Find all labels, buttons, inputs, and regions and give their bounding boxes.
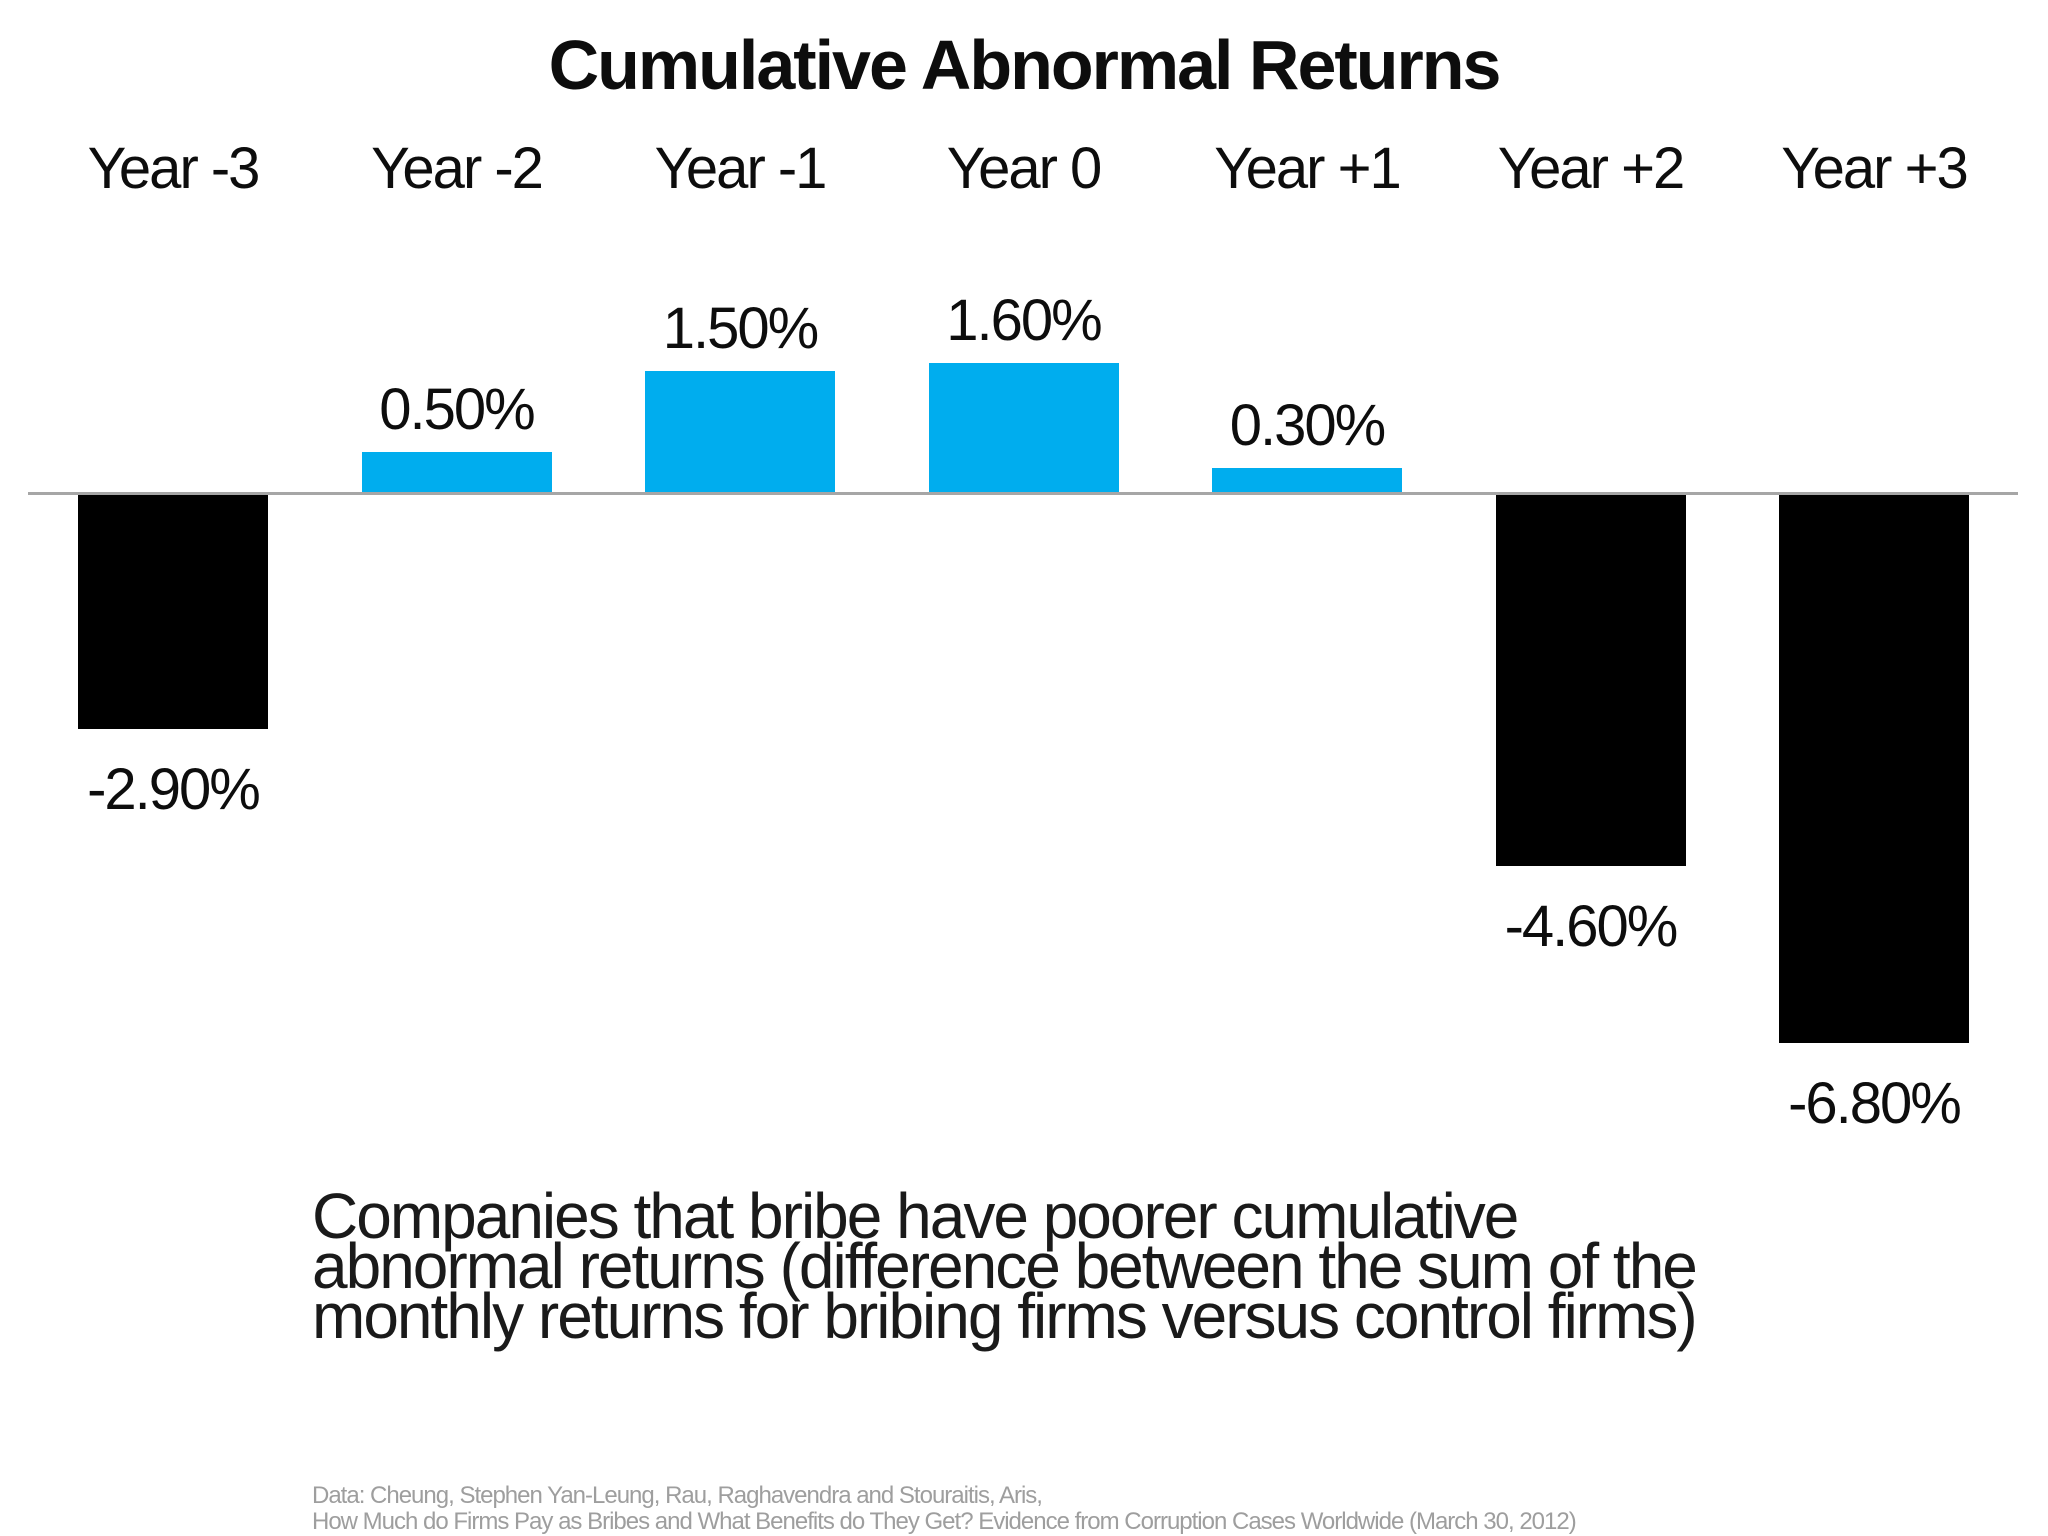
- chart-caption: Companies that bribe have poorer cumulat…: [312, 1180, 2012, 1352]
- caption-line-3: monthly returns for bribing firms versus…: [312, 1280, 1698, 1352]
- bar-year-0: [928, 363, 1119, 492]
- chart-title: Cumulative Abnormal Returns: [548, 26, 1502, 104]
- caption-line-2: abnormal returns (difference between the…: [312, 1230, 1698, 1302]
- value-label-year--2: 0.50%: [379, 377, 535, 442]
- bar-year--2: [361, 452, 552, 492]
- category-label-year--1: Year -1: [654, 136, 828, 201]
- bar-year--1: [645, 371, 835, 492]
- bar-year-plus2: [1495, 495, 1686, 866]
- bar-year--3: [78, 495, 268, 729]
- category-label-year-plus3: Year +3: [1781, 136, 1968, 201]
- category-label-year--2: Year -2: [371, 136, 544, 201]
- source-line-1: Data: Cheung, Stephen Yan-Leung, Rau, Ra…: [312, 1482, 1043, 1509]
- bar-year-plus1: [1212, 468, 1402, 492]
- value-label-year-0: 1.60%: [946, 288, 1102, 353]
- caption-line-1: Companies that bribe have poorer cumulat…: [312, 1180, 1519, 1252]
- zero-axis-line: [28, 492, 2018, 495]
- value-label-year--1: 1.50%: [662, 296, 819, 361]
- source-line-2: How Much do Firms Pay as Bribes and What…: [312, 1508, 1577, 1535]
- bar-year-plus3: [1779, 495, 1969, 1043]
- category-label-year-plus1: Year +1: [1214, 136, 1401, 201]
- value-label-year-plus2: -4.60%: [1504, 894, 1679, 959]
- category-label-year-0: Year 0: [946, 136, 1103, 201]
- data-source-note: Data: Cheung, Stephen Yan-Leung, Rau, Ra…: [312, 1483, 2032, 1535]
- value-label-year--3: -2.90%: [87, 757, 261, 822]
- value-label-year-plus3: -6.80%: [1788, 1071, 1962, 1136]
- category-label-year--3: Year -3: [87, 136, 261, 201]
- value-label-year-plus1: 0.30%: [1229, 393, 1386, 458]
- category-label-year-plus2: Year +2: [1497, 136, 1685, 201]
